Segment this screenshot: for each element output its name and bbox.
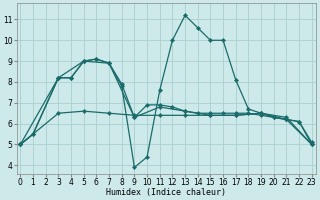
X-axis label: Humidex (Indice chaleur): Humidex (Indice chaleur) <box>106 188 226 197</box>
